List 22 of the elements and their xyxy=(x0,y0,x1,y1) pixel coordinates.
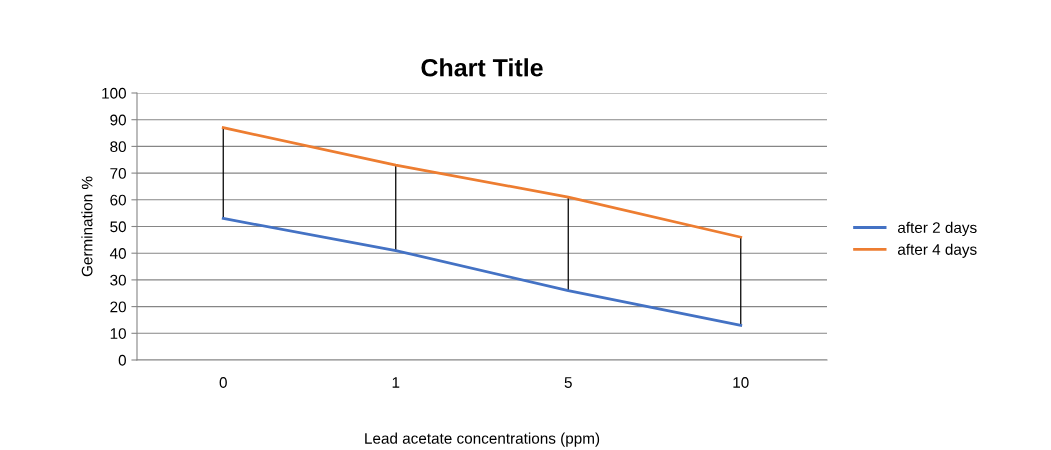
line-series xyxy=(221,126,743,239)
y-tick-label: 90 xyxy=(110,114,126,126)
y-tick-label: 10 xyxy=(110,328,126,339)
y-tick-label: 50 xyxy=(110,221,126,233)
y-tick-label: 60 xyxy=(110,194,126,206)
legend-label: after 4 days xyxy=(897,243,977,258)
y-tick-label: 40 xyxy=(109,248,126,259)
x-tick-label: 0 xyxy=(219,377,227,388)
y-tick-label: 80 xyxy=(110,141,126,153)
y-tick-label: 20 xyxy=(110,301,126,313)
line-series xyxy=(221,217,743,327)
legend-label: after 2 days xyxy=(897,221,977,237)
x-tick-label: 1 xyxy=(392,377,400,388)
y-tick-label: 0 xyxy=(118,354,126,366)
x-tick-label: 10 xyxy=(733,377,749,388)
y-tick-label: 30 xyxy=(110,274,126,286)
y-tick-label: 100 xyxy=(102,87,126,99)
chart-title: Chart Title xyxy=(421,58,543,77)
x-tick-label: 5 xyxy=(564,377,572,388)
y-axis-title: Germination % xyxy=(81,176,93,277)
x-axis-title: Lead acetate concentrations (ppm) xyxy=(365,432,600,447)
y-tick-label: 70 xyxy=(110,167,126,179)
